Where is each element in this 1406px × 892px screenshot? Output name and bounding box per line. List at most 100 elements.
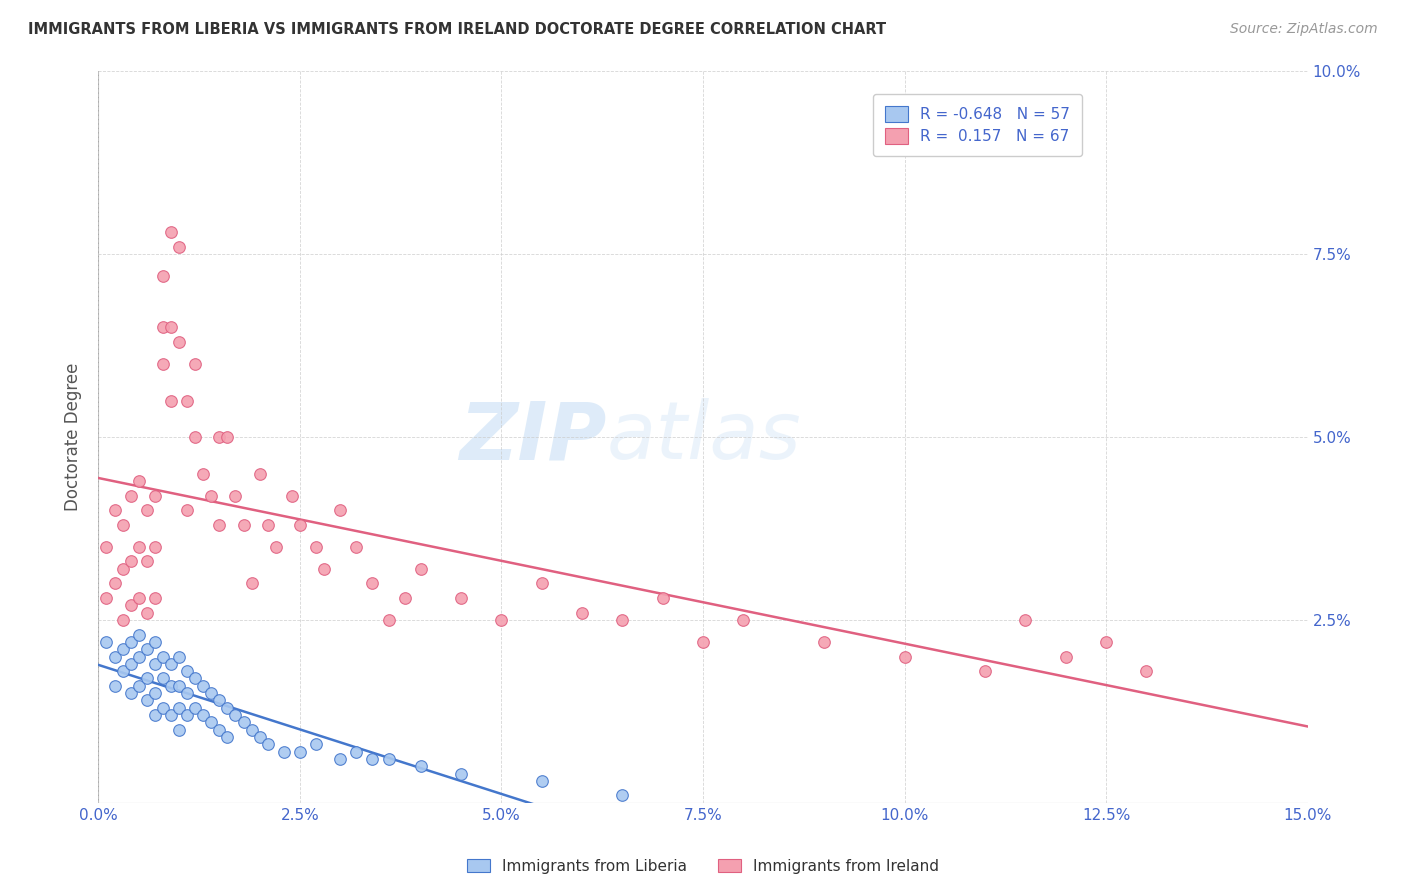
Point bbox=[409, 759, 432, 773]
Point bbox=[571, 606, 593, 620]
Point bbox=[167, 723, 190, 737]
Text: Source: ZipAtlas.com: Source: ZipAtlas.com bbox=[1230, 22, 1378, 37]
Point bbox=[1014, 613, 1036, 627]
Point bbox=[167, 700, 190, 714]
Point bbox=[344, 745, 367, 759]
Point bbox=[217, 430, 239, 444]
Point bbox=[135, 642, 157, 657]
Point bbox=[120, 599, 142, 613]
Point bbox=[217, 730, 239, 744]
Point bbox=[612, 613, 634, 627]
Point bbox=[143, 591, 166, 605]
Point bbox=[208, 723, 231, 737]
Point bbox=[344, 540, 367, 554]
Point bbox=[224, 708, 246, 723]
Point bbox=[167, 649, 190, 664]
Point bbox=[128, 591, 150, 605]
Point bbox=[305, 540, 328, 554]
Point bbox=[612, 789, 634, 803]
Point bbox=[361, 752, 384, 766]
Point bbox=[249, 730, 271, 744]
Point bbox=[377, 752, 399, 766]
Point bbox=[193, 708, 215, 723]
Point bbox=[240, 723, 263, 737]
Point bbox=[143, 686, 166, 700]
Y-axis label: Doctorate Degree: Doctorate Degree bbox=[65, 363, 83, 511]
Point bbox=[120, 489, 142, 503]
Point bbox=[193, 467, 215, 481]
Point bbox=[193, 679, 215, 693]
Point bbox=[143, 708, 166, 723]
Point bbox=[974, 664, 997, 678]
Point bbox=[103, 649, 125, 664]
Text: IMMIGRANTS FROM LIBERIA VS IMMIGRANTS FROM IRELAND DOCTORATE DEGREE CORRELATION : IMMIGRANTS FROM LIBERIA VS IMMIGRANTS FR… bbox=[28, 22, 886, 37]
Point bbox=[249, 467, 271, 481]
Point bbox=[314, 562, 336, 576]
Point bbox=[651, 591, 673, 605]
Point bbox=[224, 489, 246, 503]
Point bbox=[256, 737, 278, 751]
Point bbox=[143, 489, 166, 503]
Point bbox=[200, 489, 222, 503]
Point bbox=[200, 715, 222, 730]
Point bbox=[111, 664, 134, 678]
Point bbox=[128, 540, 150, 554]
Point bbox=[288, 745, 311, 759]
Point bbox=[160, 393, 183, 408]
Point bbox=[184, 672, 207, 686]
Point bbox=[160, 320, 183, 334]
Point bbox=[1054, 649, 1077, 664]
Point bbox=[184, 430, 207, 444]
Point bbox=[160, 657, 183, 671]
Point bbox=[176, 686, 198, 700]
Point bbox=[120, 657, 142, 671]
Point bbox=[167, 334, 190, 349]
Point bbox=[394, 591, 416, 605]
Point bbox=[530, 773, 553, 788]
Point bbox=[96, 540, 118, 554]
Point bbox=[176, 503, 198, 517]
Point bbox=[167, 240, 190, 254]
Point bbox=[111, 613, 134, 627]
Point bbox=[692, 635, 714, 649]
Text: atlas: atlas bbox=[606, 398, 801, 476]
Point bbox=[232, 517, 254, 532]
Point bbox=[208, 430, 231, 444]
Legend: Immigrants from Liberia, Immigrants from Ireland: Immigrants from Liberia, Immigrants from… bbox=[461, 853, 945, 880]
Point bbox=[111, 642, 134, 657]
Point bbox=[240, 576, 263, 591]
Point bbox=[329, 752, 352, 766]
Point bbox=[530, 576, 553, 591]
Point bbox=[305, 737, 328, 751]
Point bbox=[176, 664, 198, 678]
Point bbox=[103, 503, 125, 517]
Point bbox=[361, 576, 384, 591]
Point bbox=[135, 606, 157, 620]
Point bbox=[135, 554, 157, 568]
Point bbox=[450, 766, 472, 780]
Point bbox=[152, 700, 174, 714]
Point bbox=[152, 320, 174, 334]
Point bbox=[111, 562, 134, 576]
Point bbox=[120, 635, 142, 649]
Point bbox=[152, 649, 174, 664]
Point bbox=[288, 517, 311, 532]
Point bbox=[143, 657, 166, 671]
Point bbox=[200, 686, 222, 700]
Point bbox=[217, 700, 239, 714]
Point bbox=[184, 357, 207, 371]
Point bbox=[160, 225, 183, 239]
Point bbox=[1135, 664, 1157, 678]
Point bbox=[329, 503, 352, 517]
Point bbox=[167, 679, 190, 693]
Text: ZIP: ZIP bbox=[458, 398, 606, 476]
Point bbox=[256, 517, 278, 532]
Point bbox=[409, 562, 432, 576]
Legend: R = -0.648   N = 57, R =  0.157   N = 67: R = -0.648 N = 57, R = 0.157 N = 67 bbox=[873, 94, 1083, 156]
Point bbox=[103, 576, 125, 591]
Point bbox=[143, 540, 166, 554]
Point bbox=[733, 613, 755, 627]
Point bbox=[135, 672, 157, 686]
Point bbox=[377, 613, 399, 627]
Point bbox=[208, 517, 231, 532]
